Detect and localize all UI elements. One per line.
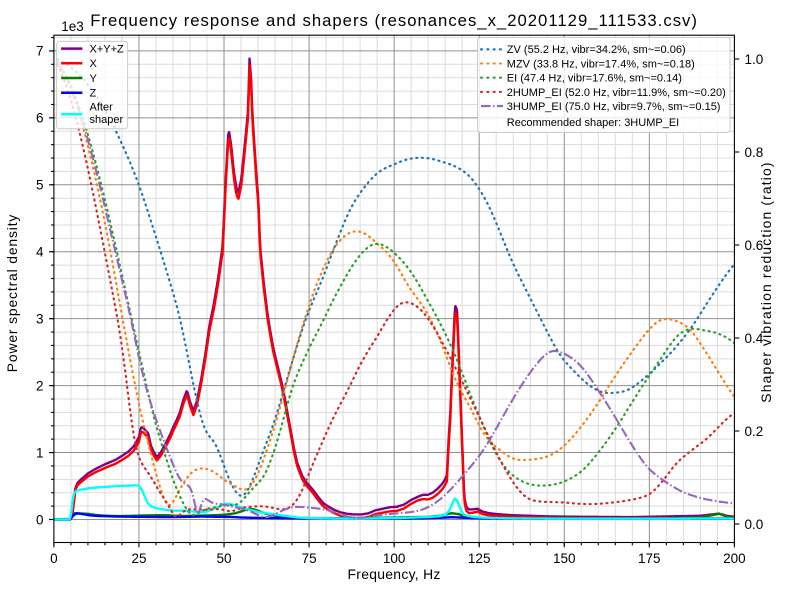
svg-text:1.0: 1.0 [745, 52, 764, 67]
svg-text:0.2: 0.2 [745, 424, 764, 439]
svg-text:Y: Y [90, 73, 98, 85]
svg-text:2HUMP_EI (52.0 Hz, vibr=11.9%,: 2HUMP_EI (52.0 Hz, vibr=11.9%, sm~=0.20) [507, 87, 726, 99]
svg-text:EI (47.4 Hz, vibr=17.6%, sm~=0: EI (47.4 Hz, vibr=17.6%, sm~=0.14) [507, 73, 682, 85]
svg-text:6: 6 [36, 111, 44, 126]
svg-text:0: 0 [36, 512, 44, 527]
svg-text:2: 2 [36, 378, 44, 393]
svg-text:shaper: shaper [90, 114, 124, 126]
svg-text:25: 25 [131, 551, 146, 566]
svg-text:MZV (33.8 Hz, vibr=17.4%, sm~=: MZV (33.8 Hz, vibr=17.4%, sm~=0.18) [507, 58, 695, 70]
svg-text:0.4: 0.4 [745, 331, 764, 346]
svg-text:5: 5 [36, 178, 44, 193]
svg-text:75: 75 [302, 551, 317, 566]
svg-text:4: 4 [36, 245, 44, 260]
svg-text:0.6: 0.6 [745, 238, 764, 253]
svg-text:3HUMP_EI (75.0 Hz, vibr=9.7%,: 3HUMP_EI (75.0 Hz, vibr=9.7%, sm~=0.15) [507, 101, 721, 113]
svg-text:Frequency, Hz: Frequency, Hz [347, 566, 440, 582]
svg-text:3: 3 [36, 312, 44, 327]
svg-text:ZV (55.2 Hz, vibr=34.2%, sm~=0: ZV (55.2 Hz, vibr=34.2%, sm~=0.06) [507, 44, 686, 56]
svg-text:Recommended shaper: 3HUMP_EI: Recommended shaper: 3HUMP_EI [507, 117, 679, 129]
svg-text:0: 0 [50, 551, 58, 566]
svg-text:200: 200 [723, 551, 746, 566]
svg-text:125: 125 [468, 551, 491, 566]
svg-text:100: 100 [383, 551, 406, 566]
svg-text:1: 1 [36, 445, 44, 460]
svg-text:0.8: 0.8 [745, 145, 764, 160]
svg-text:Shaper vibration reduction (ra: Shaper vibration reduction (ratio) [758, 161, 774, 402]
svg-text:Frequency response and shapers: Frequency response and shapers (resonanc… [90, 11, 698, 30]
svg-text:After: After [90, 101, 114, 113]
svg-text:Power spectral density: Power spectral density [4, 214, 20, 372]
svg-text:X+Y+Z: X+Y+Z [90, 44, 125, 56]
svg-text:Z: Z [90, 88, 97, 100]
svg-text:175: 175 [638, 551, 661, 566]
svg-text:50: 50 [216, 551, 231, 566]
svg-text:150: 150 [553, 551, 576, 566]
svg-text:1e3: 1e3 [61, 19, 84, 34]
svg-text:7: 7 [36, 44, 44, 59]
svg-text:0.0: 0.0 [745, 517, 764, 532]
svg-text:X: X [90, 58, 98, 70]
